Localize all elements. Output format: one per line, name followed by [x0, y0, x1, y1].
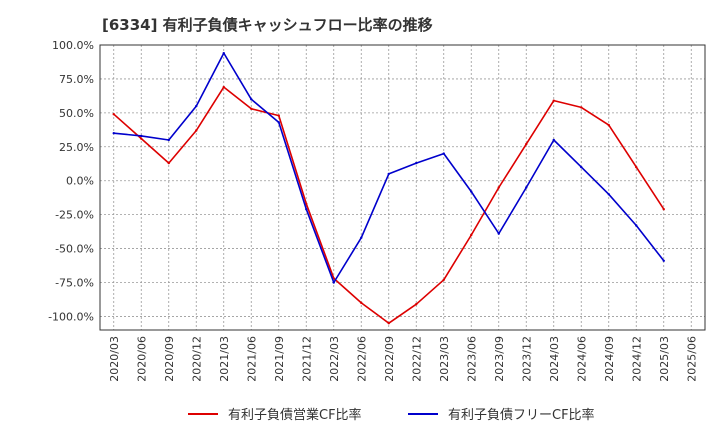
data-point [360, 301, 363, 305]
data-point [580, 106, 583, 109]
x-tick-label: 2025/03 [658, 336, 671, 382]
data-point [442, 278, 445, 281]
data-point [607, 193, 610, 196]
x-tick-label: 2021/09 [273, 336, 286, 382]
y-tick-label: -50.0% [55, 243, 94, 256]
data-point [387, 172, 390, 176]
data-point [662, 259, 665, 262]
data-point [250, 107, 253, 110]
plot-area [100, 45, 705, 330]
legend: 有利子負債営業CF比率 有利子負債フリーCF比率 [188, 407, 595, 423]
series-lines [112, 51, 665, 325]
x-tick-label: 2020/12 [190, 336, 203, 382]
data-point [332, 281, 335, 284]
data-point [222, 85, 225, 89]
data-point [140, 134, 143, 138]
y-tick-label: 50.0% [59, 107, 94, 120]
x-tick-label: 2020/09 [163, 336, 176, 382]
x-tick-label: 2022/03 [328, 336, 341, 382]
y-tick-label: -75.0% [55, 277, 94, 290]
data-point [552, 99, 555, 102]
x-tick-label: 2023/03 [438, 336, 451, 382]
y-tick-label: 100.0% [52, 39, 94, 52]
data-point [552, 138, 555, 142]
data-point [415, 303, 418, 306]
x-tick-label: 2024/12 [630, 336, 643, 382]
x-tick-label: 2024/06 [575, 336, 588, 382]
x-tick-label: 2023/06 [465, 336, 478, 382]
data-point [140, 137, 143, 140]
data-point [662, 208, 665, 211]
x-tick-label: 2024/03 [548, 336, 561, 382]
data-point [635, 165, 638, 169]
data-point [195, 129, 198, 132]
data-point [525, 186, 528, 189]
data-point [305, 208, 308, 211]
x-tick-label: 2023/12 [520, 336, 533, 382]
legend-label-2: 有利子負債フリーCF比率 [448, 407, 595, 423]
x-tick-label: 2023/09 [493, 336, 506, 382]
x-tick-label: 2025/06 [685, 336, 698, 382]
x-tick-label: 2021/03 [218, 336, 231, 382]
data-point [607, 123, 610, 127]
data-point [360, 236, 363, 239]
y-tick-label: 75.0% [59, 73, 94, 86]
data-point [167, 138, 170, 142]
data-point [497, 186, 500, 189]
data-point [580, 165, 583, 169]
data-point [277, 121, 280, 124]
data-point [167, 161, 170, 165]
data-point [442, 152, 445, 155]
data-point [635, 224, 638, 227]
data-point [277, 114, 280, 117]
data-point [222, 51, 225, 55]
y-tick-label: 25.0% [59, 141, 94, 154]
data-point [497, 232, 500, 235]
x-tick-label: 2021/12 [300, 336, 313, 382]
y-tick-label: -25.0% [55, 209, 94, 222]
data-point [387, 322, 390, 325]
y-tick-label: 0.0% [66, 175, 94, 188]
plot-border [99, 44, 706, 331]
x-axis-ticks: 2020/03 2020/06 2020/09 2020/12 2021/03 2021/… [108, 336, 699, 382]
x-tick-label: 2022/06 [355, 336, 368, 382]
data-point [195, 104, 198, 108]
grid [100, 44, 705, 330]
data-point [305, 202, 308, 205]
data-point [470, 233, 473, 237]
data-point [250, 98, 253, 101]
data-point [470, 190, 473, 193]
y-axis-ticks: 100.0% 75.0% 50.0% 25.0% 0.0% -25.0% -50.0% -75… [48, 39, 94, 323]
chart-title: [6334] 有利子負債キャッシュフロー比率の推移 [102, 16, 433, 34]
data-point [112, 113, 115, 116]
data-point [415, 161, 418, 165]
x-tick-label: 2022/09 [383, 336, 396, 382]
x-tick-label: 2020/03 [108, 336, 121, 382]
x-tick-label: 2022/12 [410, 336, 423, 382]
x-tick-label: 2024/09 [603, 336, 616, 382]
legend-label-1: 有利子負債営業CF比率 [228, 407, 362, 423]
x-tick-label: 2020/06 [135, 336, 148, 382]
x-tick-label: 2021/06 [245, 336, 258, 382]
y-tick-label: -100.0% [48, 310, 94, 323]
data-point [112, 132, 115, 135]
data-point [525, 142, 528, 146]
